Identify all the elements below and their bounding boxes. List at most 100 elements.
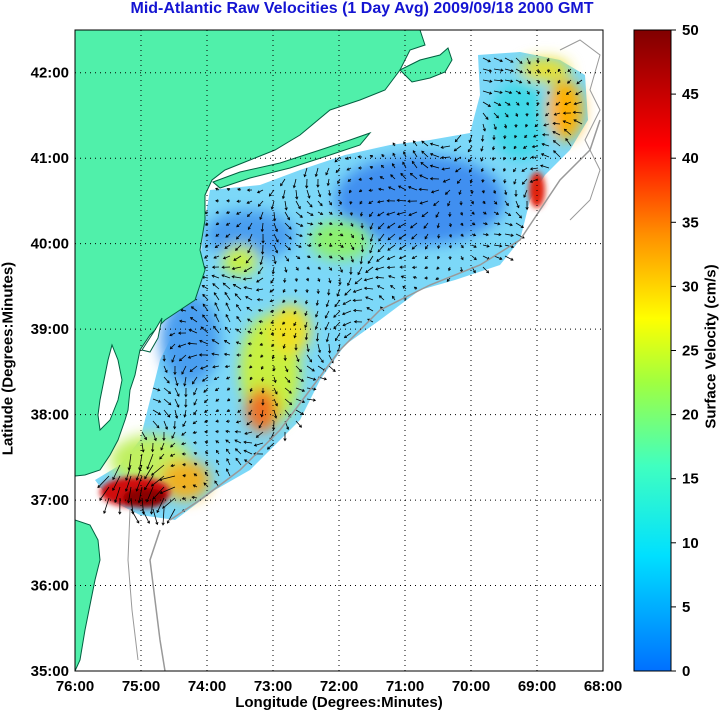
velocity-arrowhead [329,255,333,259]
velocity-arrowhead [103,510,107,514]
velocity-arrowhead [315,302,319,306]
velocity-arrow [353,288,363,293]
velocity-arrow [493,222,500,225]
velocity-arrow [224,353,231,356]
velocity-arrow [284,398,292,405]
velocity-arrowhead [249,388,253,393]
velocity-arrowhead [388,275,392,279]
velocity-arrowhead [510,245,515,249]
velocity-arrow [455,134,462,142]
velocity-arrow [246,200,253,204]
velocity-arrowhead [407,199,411,203]
velocity-arrowhead [392,152,396,156]
velocity-arrow [179,320,187,323]
velocity-arrowhead [184,394,188,398]
velocity-arrowhead [375,267,379,271]
velocity-arrow [162,508,165,525]
velocity-arrow [504,200,509,206]
velocity-arrowhead [529,179,533,183]
velocity-arrowhead [528,70,531,74]
velocity-arrowhead [259,342,263,346]
velocity-arrow [130,497,134,514]
velocity-arrowhead [156,509,160,514]
velocity-arrowhead [510,233,514,237]
velocity-arrowhead [369,213,373,218]
velocity-arrowhead [274,403,278,407]
velocity-arrow [306,354,312,363]
velocity-arrowhead [378,187,382,191]
velocity-arrowhead [234,430,238,434]
velocity-arrowhead [324,315,328,319]
velocity-arrow [247,318,253,323]
velocity-arrowhead [124,488,129,492]
velocity-arrowhead [575,92,579,96]
velocity-arrowhead [266,446,271,450]
velocity-arrow [424,233,429,240]
velocity-arrowhead [397,225,401,228]
velocity-arrowhead [243,269,247,272]
velocity-arrowhead [546,102,550,106]
velocity-arrowhead [557,80,561,84]
velocity-arrowhead [468,169,472,173]
velocity-arrow [226,468,231,477]
velocity-arrow [482,68,492,72]
velocity-arrowhead [284,269,288,273]
velocity-arrowhead [493,126,497,130]
land-mainland [75,30,426,477]
velocity-arrowhead [348,190,352,194]
moderate-region [222,245,258,275]
velocity-arrowhead [333,314,337,318]
velocity-arrowhead [335,169,339,174]
velocity-arrow [212,283,220,290]
velocity-arrow [213,326,220,334]
velocity-arrowhead [481,138,485,142]
velocity-arrow [447,200,451,206]
velocity-arrow [333,310,341,318]
velocity-arrow [467,145,473,152]
velocity-arrow [174,398,180,408]
velocity-arrow [295,420,302,428]
velocity-arrow [386,211,396,216]
velocity-arrowhead [283,438,287,442]
velocity-arrowhead [118,511,122,515]
velocity-arrow [192,376,198,385]
velocity-arrowhead [314,173,318,178]
velocity-arrow [295,233,303,237]
velocity-arrowhead [391,295,395,299]
velocity-arrow [574,101,583,105]
velocity-arrow [317,354,324,363]
velocity-arrowhead [260,251,265,255]
velocity-arrowhead [488,69,493,73]
velocity-arrowhead [214,245,218,248]
velocity-arrowhead [527,61,531,65]
velocity-arrow [261,222,264,232]
velocity-arrow [306,398,316,401]
velocity-arrowhead [234,293,238,297]
velocity-arrow [236,328,242,334]
velocity-arrowhead [225,448,229,452]
velocity-arrowhead [320,212,324,215]
velocity-arrowhead [310,222,314,226]
velocity-arrowhead [440,155,444,160]
velocity-arrowhead [532,134,537,138]
velocity-arrowhead [497,222,501,226]
velocity-arrow [136,464,143,481]
velocity-arrowhead [204,471,208,475]
velocity-arrow [295,244,302,248]
velocity-arrow [273,211,276,221]
velocity-arrowhead [307,195,311,199]
velocity-arrow [419,174,429,180]
velocity-arrow [387,266,396,268]
velocity-arrow [522,156,528,160]
velocity-arrow [493,255,503,260]
velocity-arrowhead [213,377,217,380]
velocity-arrow [315,310,319,318]
velocity-arrow [423,222,429,229]
velocity-arrow [480,145,484,152]
velocity-arrowhead [494,201,498,205]
velocity-arrowhead [200,366,204,370]
velocity-arrowhead [243,286,247,290]
velocity-arrow [200,326,209,334]
velocity-arrowhead [201,285,205,288]
velocity-arrow [212,365,220,368]
